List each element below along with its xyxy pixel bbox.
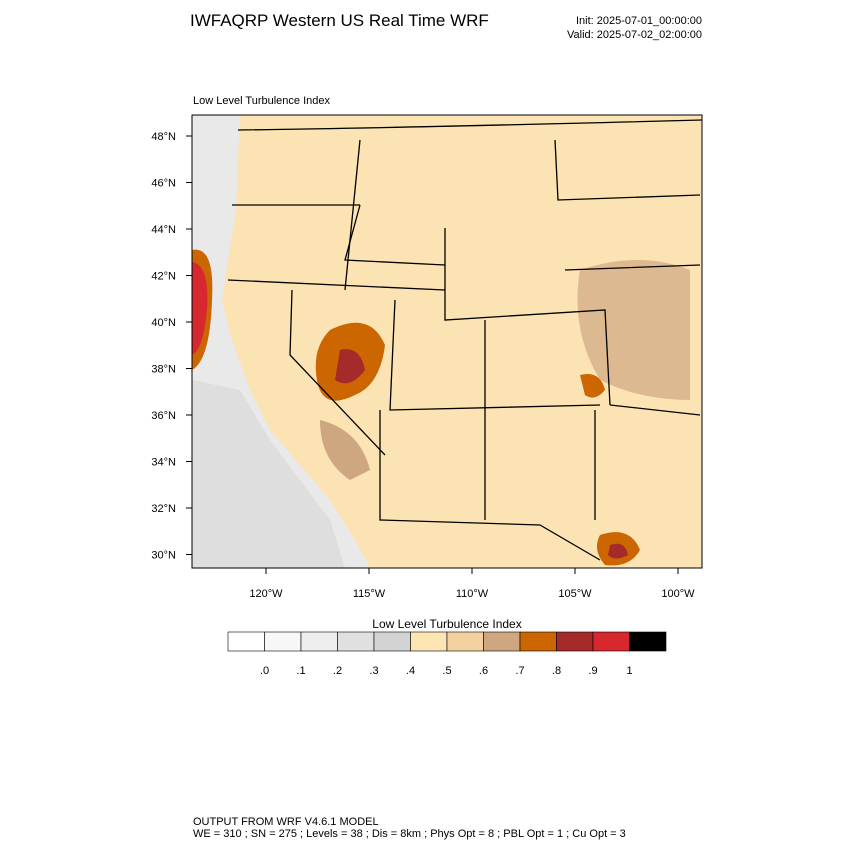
- lat-label: 36°N: [151, 410, 176, 422]
- colorbar-label: .4: [406, 665, 415, 677]
- lon-label: 115°W: [353, 588, 386, 600]
- colorbar-box: [264, 631, 302, 652]
- lat-label: 38°N: [151, 364, 176, 376]
- colorbar-label: .2: [333, 665, 342, 677]
- valid-time: Valid: 2025-07-02_02:00:00: [567, 29, 702, 41]
- lat-labels: 48°N 46°N 44°N 42°N 40°N 38°N 36°N 34°N 32°N 30°N: [151, 131, 192, 562]
- lat-label: 34°N: [151, 457, 176, 469]
- colorbar-box: [300, 631, 338, 652]
- colorbar-box: [629, 631, 667, 652]
- colorbar-label: .0: [260, 665, 269, 677]
- lon-label: 105°W: [558, 588, 592, 600]
- colorbar-box: [592, 631, 630, 652]
- lat-label: 46°N: [151, 178, 176, 190]
- colorbar-label: .1: [296, 665, 305, 677]
- lon-label: 110°W: [456, 588, 489, 600]
- colorbar-box: [519, 631, 557, 652]
- lat-label: 42°N: [151, 271, 176, 283]
- colorbar-box: [483, 631, 521, 652]
- lat-label: 30°N: [151, 550, 176, 562]
- colorbar-box: [556, 631, 594, 652]
- lon-labels: 120°W 115°W 110°W 105°W 100°W: [249, 568, 695, 600]
- colorbar-title: Low Level Turbulence Index: [372, 617, 521, 631]
- colorbar-label: 1: [626, 665, 632, 677]
- lat-label: 44°N: [151, 224, 176, 236]
- lat-label: 48°N: [151, 131, 176, 143]
- colorbar: .0 .1 .2 .3 .4 .5 .6 .7 .8 .9 1: [227, 631, 667, 677]
- colorbar-box: [337, 631, 375, 652]
- colorbar-label: .7: [515, 665, 524, 677]
- colorbar-label: .9: [588, 665, 597, 677]
- colorbar-box: [410, 631, 448, 652]
- colorbar-box: [446, 631, 484, 652]
- colorbar-label: .6: [479, 665, 488, 677]
- title: IWFAQRP Western US Real Time WRF: [190, 11, 489, 30]
- map-subtitle: Low Level Turbulence Index: [193, 95, 330, 107]
- map-frame: [191, 114, 703, 569]
- lon-label: 120°W: [249, 588, 283, 600]
- colorbar-label: .8: [552, 665, 561, 677]
- colorbar-box: [227, 631, 265, 652]
- footer-line: OUTPUT FROM WRF V4.6.1 MODEL: [193, 816, 379, 828]
- lat-label: 40°N: [151, 317, 176, 329]
- colorbar-label: .5: [442, 665, 451, 677]
- lat-label: 32°N: [151, 503, 176, 515]
- map: [192, 115, 702, 568]
- colorbar-box: [373, 631, 411, 652]
- footer-line: WE = 310 ; SN = 275 ; Levels = 38 ; Dis …: [193, 828, 626, 840]
- init-time: Init: 2025-07-01_00:00:00: [576, 15, 702, 27]
- colorbar-label: .3: [369, 665, 378, 677]
- lon-label: 100°W: [661, 588, 695, 600]
